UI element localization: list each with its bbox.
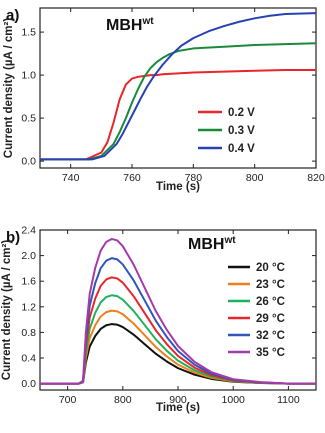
x-tick-label: 760 bbox=[123, 172, 141, 184]
legend-label: 32 °C bbox=[256, 330, 285, 342]
y-tick-label: 2.0 bbox=[21, 250, 36, 262]
series-line bbox=[40, 68, 316, 161]
y-tick-label: 0.0 bbox=[21, 156, 36, 168]
x-tick-label: 740 bbox=[62, 172, 80, 184]
x-tick-label: 700 bbox=[59, 394, 77, 406]
chart-title-superscript: wt bbox=[223, 235, 236, 246]
chart-title-superscript: wt bbox=[141, 16, 154, 27]
legend-label: 35 °C bbox=[256, 347, 285, 359]
legend-label: 0.4 V bbox=[228, 143, 255, 155]
legend-label: 20 °C bbox=[256, 262, 285, 274]
y-tick-label: 1.0 bbox=[21, 70, 36, 82]
legend-label: 29 °C bbox=[256, 313, 285, 325]
x-tick-label: 820 bbox=[307, 172, 325, 184]
y-tick-label: 1.2 bbox=[21, 301, 36, 313]
y-tick-label: 2.4 bbox=[21, 225, 36, 237]
legend-label: 0.3 V bbox=[228, 125, 255, 137]
x-tick-label: 1100 bbox=[277, 394, 300, 406]
x-tick-label: 800 bbox=[246, 172, 264, 184]
y-tick-label: 0.0 bbox=[21, 378, 36, 390]
series-line bbox=[40, 276, 316, 385]
y-tick-label: 0.4 bbox=[21, 353, 36, 365]
x-tick-label: 900 bbox=[169, 394, 187, 406]
plot-frame bbox=[39, 7, 317, 169]
y-tick-label: 0.5 bbox=[21, 113, 36, 125]
y-axis-title: Current density (µA / cm²) bbox=[1, 240, 13, 381]
panel-label: b) bbox=[6, 229, 20, 246]
x-tick-label: 800 bbox=[114, 394, 132, 406]
series-line bbox=[40, 12, 316, 161]
series-line bbox=[40, 237, 316, 385]
x-axis-title: Time (s) bbox=[156, 181, 200, 193]
plot-frame bbox=[39, 229, 317, 391]
y-axis-title: Current density (µA / cm²) bbox=[3, 18, 15, 159]
legend-label: 23 °C bbox=[256, 279, 285, 291]
series-line bbox=[40, 42, 316, 161]
legend-label: 26 °C bbox=[256, 296, 285, 308]
y-tick-label: 1.6 bbox=[21, 276, 36, 288]
y-tick-label: 1.5 bbox=[21, 27, 36, 39]
y-tick-label: 0.8 bbox=[21, 327, 36, 339]
x-tick-label: 1000 bbox=[222, 394, 246, 406]
chart-panel-b: b) MBHwt 700 800 900 1000 1100 0.0 0.4 0.8 1.2 1.6 2… bbox=[1, 225, 317, 414]
x-tick-label: 780 bbox=[185, 172, 203, 184]
x-axis-title: Time (s) bbox=[156, 402, 200, 414]
chart-title: MBHwt bbox=[188, 235, 236, 253]
chart-panel-a: a) MBHwt 740 760 780 800 820 0.0 0.5 1.0 1.5 Time (… bbox=[3, 7, 325, 193]
chart-title: MBHwt bbox=[106, 16, 154, 34]
legend-label: 0.2 V bbox=[228, 107, 255, 119]
panel-label: a) bbox=[6, 7, 19, 24]
